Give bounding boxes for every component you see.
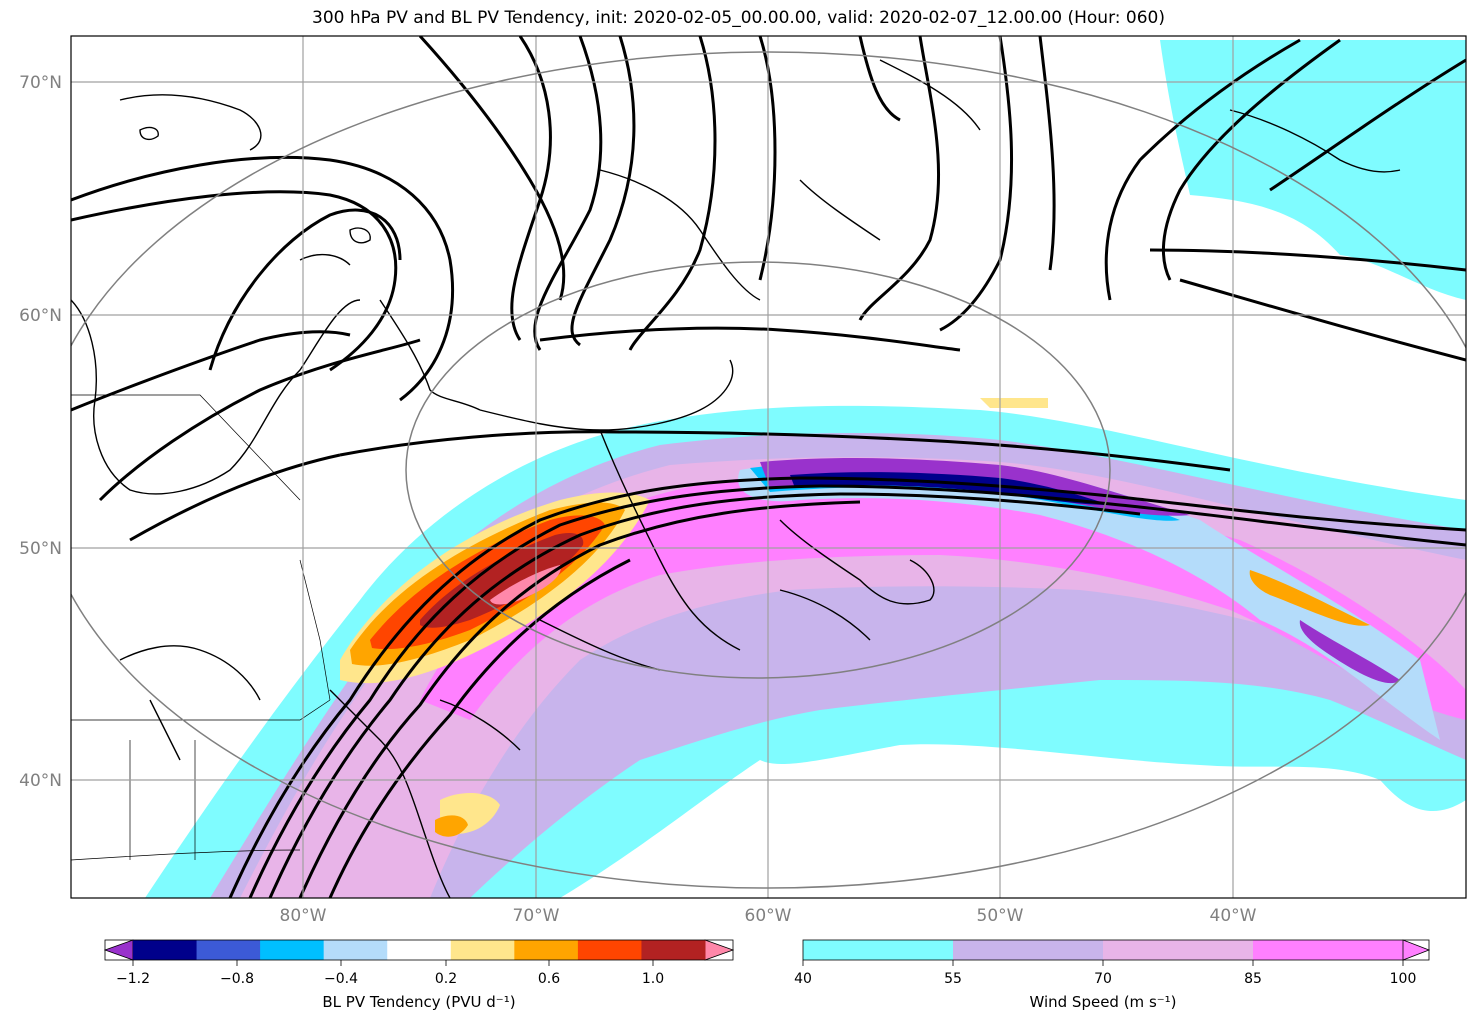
colorbar-wind-speed: 40 55 70 85 100 Wind Speed (m s⁻¹): [794, 939, 1431, 1011]
colorbar-pv-swatch: [260, 940, 325, 960]
pv-tendency-neg-east: [1299, 620, 1400, 684]
lon-label: 70°W: [513, 906, 560, 926]
colorbar-pv-tendency: −1.2 −0.8 −0.4 0.2 0.6 1.0 BL PV Tendenc…: [103, 939, 735, 1011]
colorbar-pv-swatch: [323, 940, 388, 960]
colorbar-pv-title: BL PV Tendency (PVU d⁻¹): [322, 993, 515, 1011]
colorbar-pv-tick-label: −0.4: [324, 971, 358, 987]
colorbar-pv-tick-label: 0.2: [435, 971, 457, 987]
pv-tendency-pos-east: [1249, 570, 1370, 626]
colorbar-wind-tick-label: 70: [1094, 971, 1112, 987]
map-frame: [70, 35, 1467, 899]
lon-labels: 80°W 70°W 60°W 50°W 40°W: [280, 906, 1257, 926]
lon-label: 60°W: [745, 906, 792, 926]
colorbar-wind-swatch: [803, 940, 954, 960]
lon-label: 40°W: [1210, 906, 1257, 926]
map-layers: [71, 36, 1466, 898]
colorbar-pv-tick-label: 0.6: [538, 971, 560, 987]
colorbar-pv-extend-high: [704, 939, 735, 961]
colorbar-wind-tick-label: 85: [1244, 971, 1262, 987]
pv-contours: [71, 36, 1466, 898]
colorbar-pv-extend-low: [103, 939, 134, 961]
gridlines: [71, 36, 1466, 898]
lon-label: 80°W: [280, 906, 327, 926]
colorbar-wind-tick-label: 55: [944, 971, 962, 987]
colorbar-wind-swatch: [953, 940, 1104, 960]
pv-tendency-pos-patch: [980, 398, 1048, 408]
lat-label: 70°N: [19, 73, 62, 93]
lat-label: 50°N: [19, 539, 62, 559]
colorbar-wind-swatch: [1103, 940, 1254, 960]
colorbar-wind-swatch: [1253, 940, 1404, 960]
colorbar-pv-swatch: [641, 940, 706, 960]
colorbar-wind-ticks: [802, 960, 1404, 966]
colorbar-pv-swatch: [577, 940, 642, 960]
colorbar-pv-tick-label: −0.8: [220, 971, 254, 987]
colorbar-pv-ticks: [132, 960, 654, 966]
wind-40-55-jet-north: [1160, 40, 1466, 300]
distance-rings: [71, 51, 1466, 889]
lon-label: 50°W: [977, 906, 1024, 926]
coastlines: [71, 59, 1401, 898]
colorbar-pv-swatch: [514, 940, 579, 960]
colorbar-wind-tick-label: 100: [1390, 971, 1417, 987]
colorbar-pv-tick-label: −1.2: [116, 971, 150, 987]
lat-labels: 70°N 60°N 50°N 40°N: [19, 73, 62, 791]
pv-tendency-pos-south-orange: [435, 815, 468, 837]
colorbar-pv-swatch: [133, 940, 198, 960]
colorbar-pv-swatch: [387, 940, 452, 960]
lat-label: 40°N: [19, 771, 62, 791]
colorbar-pv-tick-label: 1.0: [642, 971, 664, 987]
lat-label: 60°N: [19, 306, 62, 326]
colorbar-wind-title: Wind Speed (m s⁻¹): [1029, 993, 1176, 1011]
colorbar-wind-tick-label: 40: [794, 971, 812, 987]
colorbar-wind-extend-high: [1402, 939, 1431, 961]
pv-tendency-1.0: [490, 565, 561, 605]
colorbar-pv-swatch: [450, 940, 515, 960]
colorbar-pv-swatch: [196, 940, 261, 960]
plot-title: 300 hPa PV and BL PV Tendency, init: 202…: [312, 8, 1165, 28]
